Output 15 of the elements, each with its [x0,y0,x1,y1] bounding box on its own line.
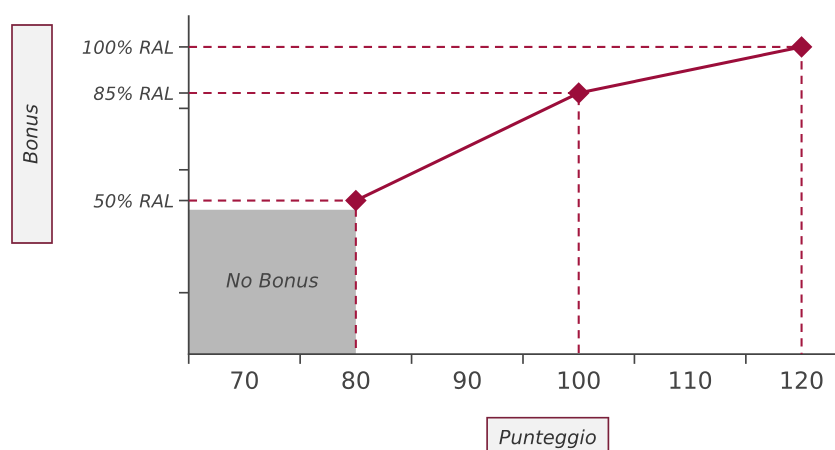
point [791,36,812,58]
x-tick-label: 100 [558,371,600,390]
y-tick-label: 50% RAL [94,194,174,208]
x-tick-label: 70 [231,371,258,390]
x-tick-label: 120 [782,371,823,390]
y-tick-label: 100% RAL [82,40,174,54]
x-axis-title: Punteggio [499,429,596,448]
point [568,82,590,104]
x-tick-label: 90 [454,371,481,390]
x-tick-label: 110 [670,371,712,390]
x-tick-label: 80 [342,371,370,390]
point [345,190,366,212]
y-axis-title: Bonus [23,104,38,164]
annotation: No Bonus [226,273,318,288]
y-tick-label: 85% RAL [94,86,174,100]
